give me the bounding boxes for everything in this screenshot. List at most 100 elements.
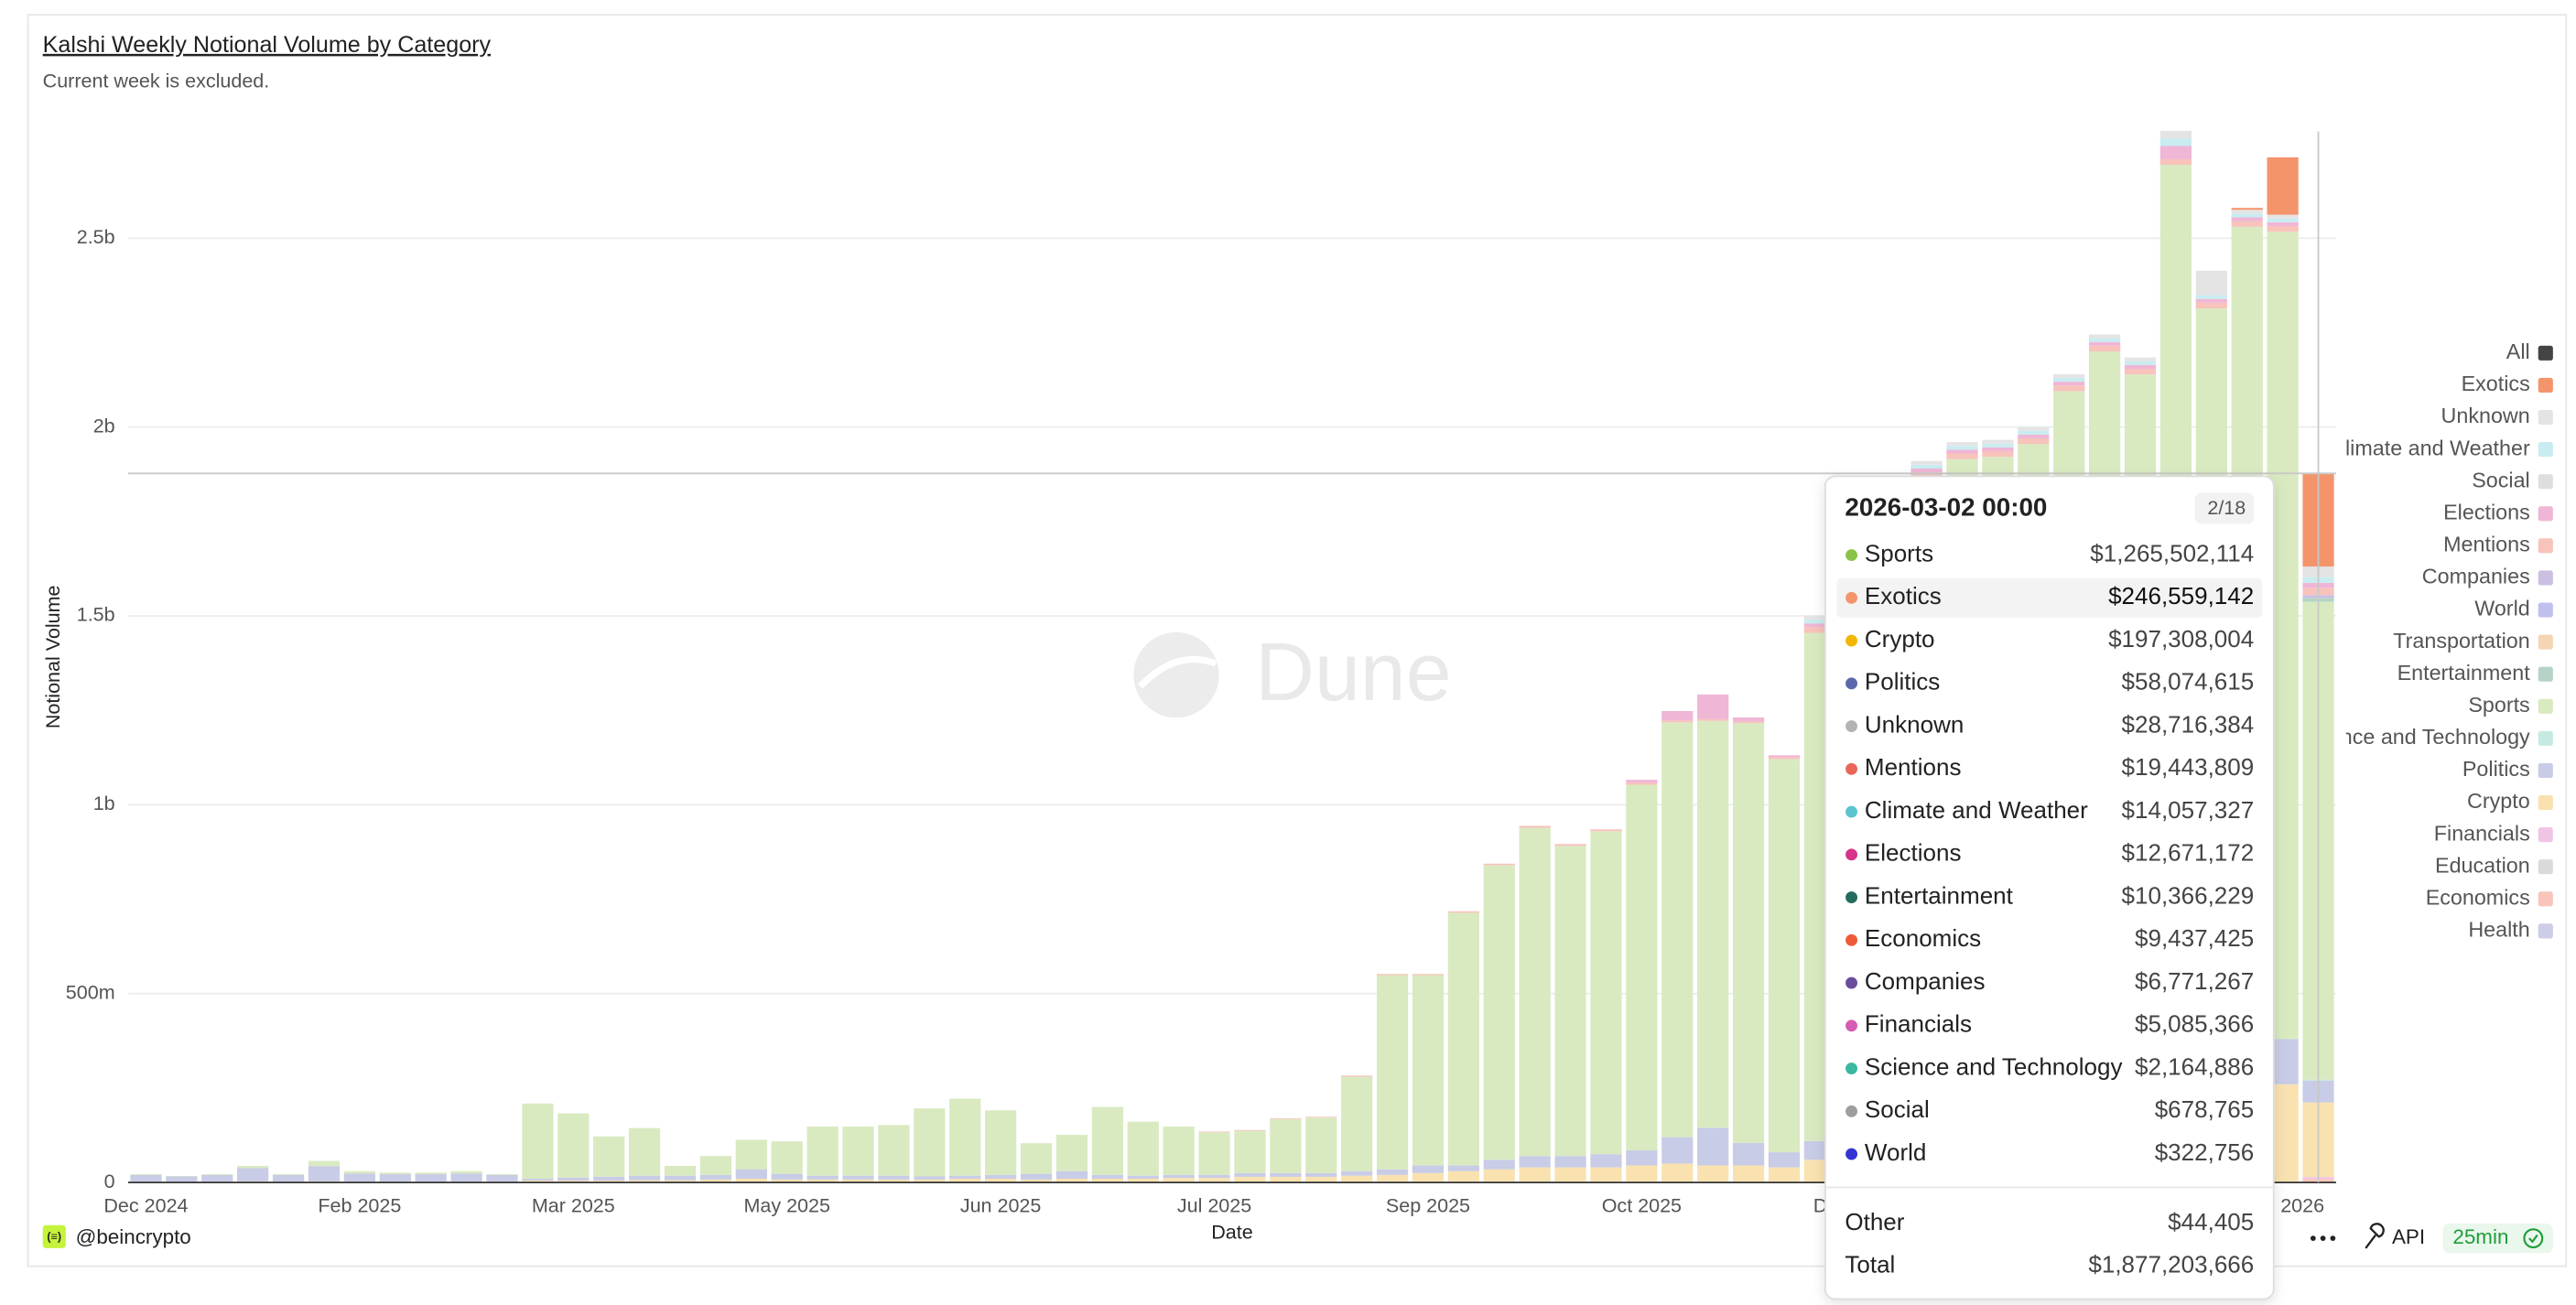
tooltip-name: Economics bbox=[1865, 924, 1981, 952]
bar-segment bbox=[343, 1173, 375, 1182]
more-menu[interactable] bbox=[2310, 1235, 2336, 1242]
refresh-label[interactable]: 25min bbox=[2452, 1225, 2508, 1248]
bar-segment bbox=[1447, 1165, 1479, 1171]
bar-segment bbox=[1982, 443, 2014, 448]
bar-segment bbox=[557, 1113, 590, 1178]
bar-segment bbox=[1626, 1165, 1658, 1183]
bar-segment bbox=[1020, 1179, 1053, 1183]
x-axis-title: Date bbox=[1211, 1221, 1252, 1243]
bar-segment bbox=[1020, 1143, 1053, 1174]
legend-label[interactable]: Mentions bbox=[2443, 533, 2530, 556]
bar-segment bbox=[1376, 974, 1409, 976]
x-tick-label: Sep 2025 bbox=[1386, 1195, 1470, 1217]
bar-segment bbox=[735, 1169, 767, 1179]
bar-segment bbox=[984, 1110, 1017, 1175]
bar-segment bbox=[2053, 377, 2085, 383]
bar-segment bbox=[2088, 345, 2121, 352]
bar-segment bbox=[1697, 694, 1729, 719]
legend-label[interactable]: Exotics bbox=[2462, 372, 2530, 395]
bar-segment bbox=[2018, 426, 2050, 431]
legend-label[interactable]: Health bbox=[2468, 918, 2529, 942]
tooltip-name: Politics bbox=[1865, 668, 1940, 696]
y-axis-title: Notional Volume bbox=[42, 585, 64, 728]
api-label[interactable]: API bbox=[2392, 1225, 2425, 1248]
legend-items: All Exotics Unknown Climate and Weather Soci… bbox=[2299, 340, 2531, 942]
bar-segment bbox=[2159, 138, 2192, 146]
legend-label[interactable]: Financials bbox=[2434, 821, 2530, 845]
bar-segment bbox=[806, 1175, 839, 1180]
tooltip-dot bbox=[1845, 1148, 1858, 1160]
bar-segment bbox=[522, 1178, 554, 1181]
bar-segment bbox=[237, 1165, 269, 1169]
tooltip-value: $9,437,425 bbox=[2135, 924, 2254, 952]
tooltip-dot bbox=[1845, 1019, 1858, 1032]
y-tick-label: 500m bbox=[66, 981, 115, 1003]
api-button[interactable]: API bbox=[2365, 1223, 2425, 1249]
legend-label[interactable]: Education bbox=[2435, 853, 2530, 877]
legend-label[interactable]: Companies bbox=[2422, 565, 2530, 588]
bar-segment bbox=[308, 1166, 341, 1181]
bar-segment bbox=[2018, 430, 2050, 435]
legend-label[interactable]: Politics bbox=[2462, 757, 2530, 781]
bar-segment bbox=[1519, 1156, 1551, 1168]
bar-segment bbox=[2231, 217, 2263, 221]
legend-label[interactable]: Economics bbox=[2426, 885, 2530, 909]
bar-segment bbox=[379, 1174, 411, 1182]
tooltip-other-value: $44,405 bbox=[2168, 1208, 2254, 1235]
legend-swatch bbox=[2538, 345, 2553, 361]
bar-segment bbox=[486, 1174, 518, 1182]
bar-segment bbox=[1982, 439, 2014, 444]
legend-label[interactable]: Sports bbox=[2468, 693, 2529, 717]
x-tick-label: Jul 2025 bbox=[1177, 1195, 1251, 1217]
tooltip-dot bbox=[1845, 805, 1858, 818]
bar-segment bbox=[1447, 911, 1479, 913]
bar-segment bbox=[1270, 1176, 1302, 1183]
bar-segment bbox=[1305, 1116, 1337, 1118]
legend-label[interactable]: All bbox=[2506, 340, 2530, 363]
bar-segment bbox=[1661, 722, 1694, 1138]
legend-label[interactable]: Social bbox=[2472, 468, 2530, 491]
legend-label[interactable]: Unknown bbox=[2441, 404, 2530, 427]
chart-subtitle: Current week is excluded. bbox=[43, 70, 270, 92]
footer-author[interactable]: (≡) @beincrypto bbox=[42, 1224, 191, 1248]
bar-segment bbox=[984, 1178, 1017, 1183]
tooltip-name: Sports bbox=[1865, 539, 1933, 566]
bar-segment bbox=[1732, 721, 1765, 724]
bar-segment bbox=[1376, 1174, 1409, 1183]
bar-segment bbox=[1626, 784, 1658, 1151]
tooltip-value: $246,559,142 bbox=[2108, 582, 2254, 609]
legend-label[interactable]: Science and Technology bbox=[2299, 725, 2530, 749]
bar-segment bbox=[1020, 1173, 1053, 1180]
bar-segment bbox=[2267, 226, 2299, 232]
legend-swatch bbox=[2538, 377, 2553, 394]
chart-title[interactable]: Kalshi Weekly Notional Volume by Categor… bbox=[43, 32, 492, 58]
tooltip-name: Climate and Weather bbox=[1865, 796, 2088, 824]
legend-label[interactable]: Crypto bbox=[2467, 789, 2530, 813]
y-tick-label: 2.5b bbox=[77, 226, 115, 248]
x-tick-label: Oct 2025 bbox=[1602, 1195, 1682, 1217]
legend-label[interactable]: Climate and Weather bbox=[2330, 436, 2530, 459]
legend-swatch bbox=[2538, 506, 2553, 522]
refresh-badge[interactable]: 25min bbox=[2442, 1223, 2553, 1254]
bar-segment bbox=[522, 1103, 554, 1179]
bar-segment bbox=[1198, 1174, 1230, 1179]
bar-segment bbox=[2267, 214, 2299, 219]
tooltip-total-value: $1,877,203,666 bbox=[2088, 1251, 2254, 1278]
bar-segment bbox=[1270, 1117, 1302, 1119]
legend-label[interactable]: Entertainment bbox=[2397, 661, 2531, 685]
legend-swatch bbox=[2538, 730, 2553, 746]
bar-segment bbox=[2018, 434, 2050, 438]
bar-segment bbox=[1055, 1178, 1088, 1183]
author[interactable]: @beincrypto bbox=[76, 1225, 191, 1248]
bar-segment bbox=[1590, 829, 1622, 832]
legend-label[interactable]: World bbox=[2474, 597, 2529, 620]
legend: All Exotics Unknown Climate and Weather Soci… bbox=[2299, 340, 2553, 942]
x-tick-label: Dec 2024 bbox=[103, 1195, 188, 1217]
bar-segment bbox=[1732, 723, 1765, 1143]
legend-label[interactable]: Elections bbox=[2443, 500, 2530, 523]
bar-segment bbox=[593, 1136, 625, 1177]
bar-segment bbox=[237, 1168, 269, 1181]
legend-label[interactable]: Transportation bbox=[2393, 629, 2529, 652]
bar-segment bbox=[2195, 298, 2227, 303]
bar-segment bbox=[1661, 710, 1694, 721]
